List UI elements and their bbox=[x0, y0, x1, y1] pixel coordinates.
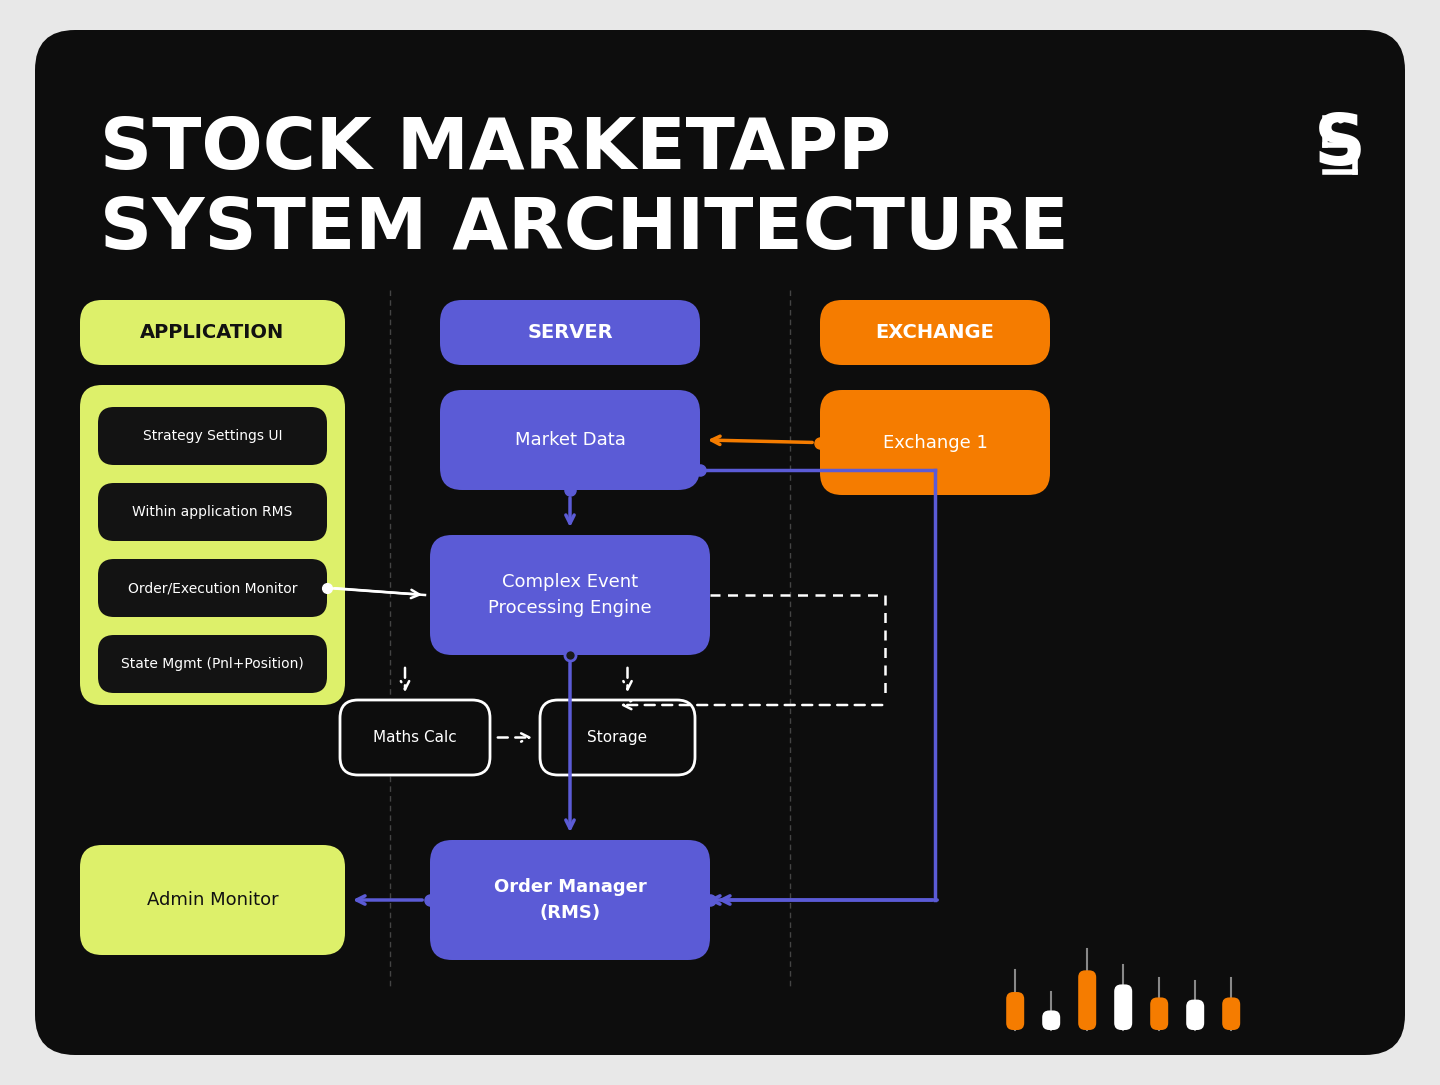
Text: Within application RMS: Within application RMS bbox=[132, 505, 292, 519]
Text: Strategy Settings UI: Strategy Settings UI bbox=[143, 429, 282, 443]
Text: Complex Event
Processing Engine: Complex Event Processing Engine bbox=[488, 573, 652, 617]
Text: Storage: Storage bbox=[588, 730, 648, 745]
FancyBboxPatch shape bbox=[98, 407, 327, 465]
FancyBboxPatch shape bbox=[1187, 999, 1204, 1030]
Text: Order/Execution Monitor: Order/Execution Monitor bbox=[128, 580, 297, 595]
Text: SYSTEM ARCHITECTURE: SYSTEM ARCHITECTURE bbox=[99, 195, 1068, 264]
FancyBboxPatch shape bbox=[819, 299, 1050, 365]
Text: State Mgmt (Pnl+Position): State Mgmt (Pnl+Position) bbox=[121, 658, 304, 671]
FancyBboxPatch shape bbox=[441, 390, 700, 490]
FancyBboxPatch shape bbox=[1007, 992, 1024, 1030]
Text: Market Data: Market Data bbox=[514, 431, 625, 449]
FancyBboxPatch shape bbox=[81, 385, 346, 705]
FancyBboxPatch shape bbox=[98, 483, 327, 541]
FancyBboxPatch shape bbox=[340, 700, 490, 775]
FancyBboxPatch shape bbox=[35, 30, 1405, 1055]
FancyBboxPatch shape bbox=[1115, 984, 1132, 1030]
FancyBboxPatch shape bbox=[81, 299, 346, 365]
FancyBboxPatch shape bbox=[98, 559, 327, 617]
FancyBboxPatch shape bbox=[1043, 1010, 1060, 1030]
FancyBboxPatch shape bbox=[431, 535, 710, 655]
FancyBboxPatch shape bbox=[819, 390, 1050, 495]
Text: Order Manager
(RMS): Order Manager (RMS) bbox=[494, 878, 647, 922]
FancyBboxPatch shape bbox=[1223, 997, 1240, 1030]
Text: STOCK MARKETAPP: STOCK MARKETAPP bbox=[99, 115, 891, 184]
Text: APPLICATION: APPLICATION bbox=[140, 323, 285, 342]
Text: SERVER: SERVER bbox=[527, 323, 613, 342]
Text: EXCHANGE: EXCHANGE bbox=[876, 323, 995, 342]
Text: Exchange 1: Exchange 1 bbox=[883, 434, 988, 451]
Text: Maths Calc: Maths Calc bbox=[373, 730, 456, 745]
FancyBboxPatch shape bbox=[1151, 997, 1168, 1030]
FancyBboxPatch shape bbox=[98, 635, 327, 693]
FancyBboxPatch shape bbox=[441, 299, 700, 365]
Text: S: S bbox=[1313, 111, 1367, 179]
FancyBboxPatch shape bbox=[540, 700, 696, 775]
FancyBboxPatch shape bbox=[1079, 970, 1096, 1030]
Text: Admin Monitor: Admin Monitor bbox=[147, 891, 278, 909]
FancyBboxPatch shape bbox=[81, 845, 346, 955]
FancyBboxPatch shape bbox=[431, 840, 710, 960]
